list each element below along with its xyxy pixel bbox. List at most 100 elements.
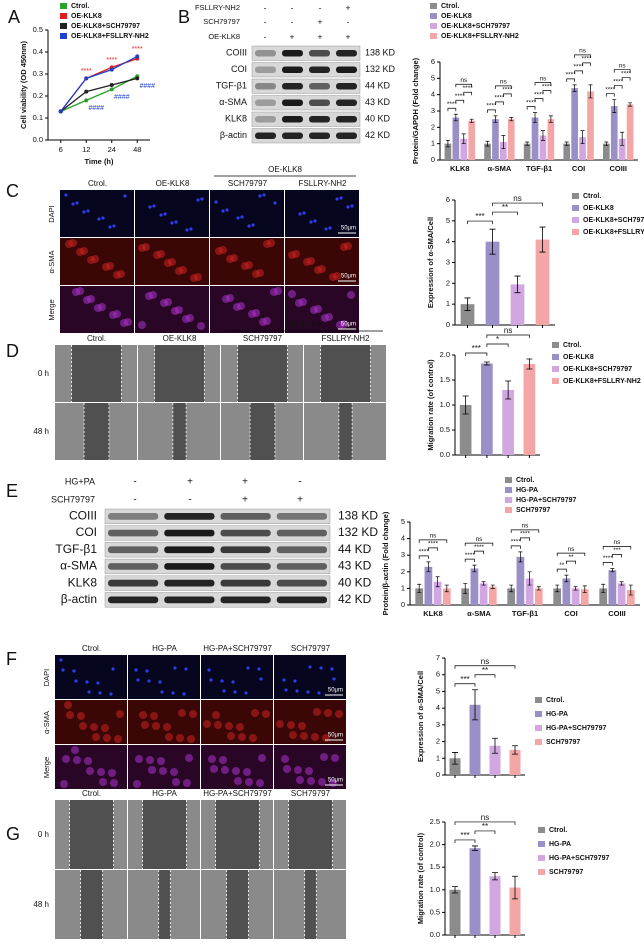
protein-label: β-actin <box>220 130 247 140</box>
cell-spot <box>159 213 163 217</box>
y-tick-label: 4 <box>401 534 405 543</box>
cell-spot <box>222 689 226 693</box>
cell-spot <box>243 768 251 776</box>
treatment-sign: - <box>264 2 267 12</box>
panel-letter: E <box>6 481 18 501</box>
scale-label: 50μm <box>341 226 356 232</box>
significance-label: **** <box>603 555 614 562</box>
cell-spot <box>150 712 158 720</box>
wound-gap <box>158 870 171 939</box>
blot-band <box>255 115 276 123</box>
blot-strip <box>251 95 361 111</box>
legend-swatch <box>535 711 542 717</box>
cell-spot <box>62 755 70 763</box>
y-tick-label: 0 <box>436 770 440 779</box>
cell-spot <box>335 710 343 718</box>
y-tick-label: 6 <box>431 57 435 66</box>
cell-spot <box>173 666 177 670</box>
cell-spot <box>138 321 146 329</box>
bar <box>509 749 521 775</box>
blot-strip <box>251 128 361 144</box>
micrograph <box>201 655 273 699</box>
legend-label: Ctrol. <box>441 3 459 10</box>
cell-spot <box>72 288 80 296</box>
significance-label: ** <box>482 666 488 675</box>
cell-spot <box>110 779 118 787</box>
significance-label: *** <box>475 212 484 221</box>
cell-spot <box>171 307 179 315</box>
significance-bracket <box>465 352 488 356</box>
cell-spot <box>273 201 277 205</box>
significance-label: ns <box>500 79 508 86</box>
cell-spot <box>84 757 92 765</box>
legend-swatch <box>535 739 542 745</box>
legend-label: Ctrol. <box>563 342 581 349</box>
significance-bracket <box>613 85 623 89</box>
cell-spot <box>92 733 100 741</box>
error-bar <box>452 752 458 765</box>
y-tick-label: 1.0 <box>430 885 440 894</box>
bar <box>444 143 452 160</box>
cell-spot <box>152 722 160 730</box>
legend-swatch <box>505 477 512 483</box>
blot-strip <box>104 592 331 608</box>
error-bar <box>461 133 466 145</box>
cell-spot <box>73 756 81 764</box>
bar <box>610 106 618 160</box>
group-label: OE-KLK8 <box>287 320 321 329</box>
bar <box>571 588 580 605</box>
significance-bracket <box>464 558 475 563</box>
significance-label: ns <box>504 326 512 335</box>
error-bar <box>485 140 490 147</box>
significance-label: ns <box>481 657 489 666</box>
protein-label: β-actin <box>61 592 97 606</box>
cell-spot <box>226 255 234 263</box>
error-bar <box>555 584 560 593</box>
row-label: 48 h <box>33 427 49 436</box>
legend-swatch <box>538 855 545 861</box>
size-label: 40 KD <box>338 575 372 589</box>
cell-spot <box>262 710 270 718</box>
panel-letter: G <box>6 824 20 844</box>
cell-spot <box>220 679 224 683</box>
legend-swatch <box>538 841 545 847</box>
error-bar <box>505 380 512 400</box>
bar <box>489 876 501 935</box>
legend-label: Ctrol. <box>546 697 564 704</box>
cell-spot <box>157 757 165 765</box>
cell-spot <box>190 274 198 282</box>
cell-spot <box>77 712 85 720</box>
significance-bracket <box>582 62 591 66</box>
cell-spot <box>248 310 256 318</box>
y-tick-label: 0.2 <box>33 91 43 100</box>
legend-swatch <box>505 497 512 503</box>
cell-spot <box>215 247 223 255</box>
error-bar <box>619 581 624 586</box>
cell-spot <box>138 244 146 252</box>
significance-bracket <box>418 555 429 559</box>
treatment-sign: + <box>242 495 248 506</box>
error-bar <box>580 130 585 145</box>
error-bar <box>604 141 609 146</box>
cell-spot <box>303 258 311 266</box>
error-bar <box>501 135 506 149</box>
blot-strip <box>104 558 331 575</box>
cell-spot <box>288 290 296 298</box>
y-tick-label: 0.5 <box>33 25 43 34</box>
error-bar <box>452 886 458 894</box>
blot-band <box>336 115 357 123</box>
significance-label: *** <box>472 344 481 353</box>
cell-spot <box>289 731 297 739</box>
micrograph <box>60 190 134 237</box>
error-bar <box>533 112 538 123</box>
significance-label: ** <box>568 554 574 561</box>
blot-band <box>255 66 276 74</box>
bar <box>449 889 461 935</box>
x-tick-label: TGF-β1 <box>526 164 552 173</box>
cell-spot <box>314 266 322 274</box>
legend-swatch <box>552 342 559 348</box>
blot-band <box>220 579 271 587</box>
cell-spot <box>221 209 225 213</box>
cell-spot <box>251 709 259 717</box>
significance-label: **** <box>494 95 505 102</box>
